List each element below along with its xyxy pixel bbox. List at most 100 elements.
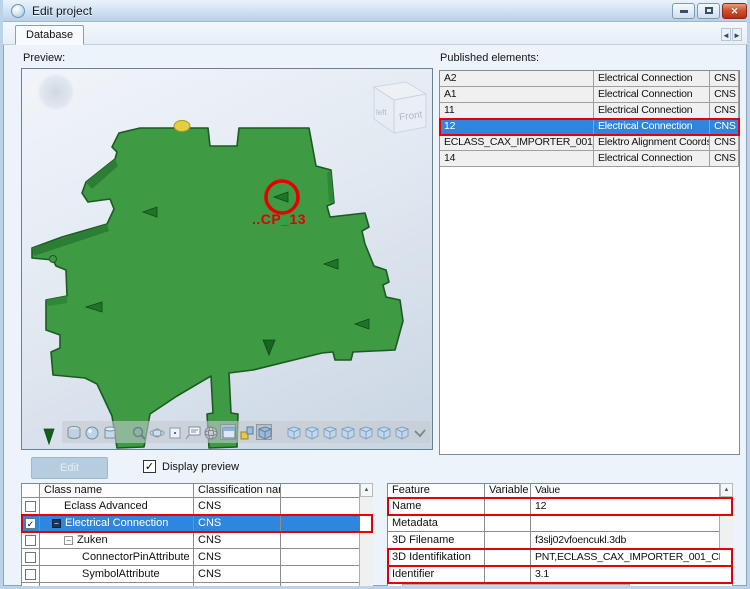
published-row[interactable]: ECLASS_CAX_IMPORTER_001_CP_0Elektro Alig… bbox=[440, 135, 739, 151]
class-name-label: Zuken bbox=[77, 534, 108, 546]
cell-class-name: SymbolAttribute bbox=[40, 566, 194, 583]
row-checkbox[interactable] bbox=[25, 500, 36, 512]
annotation-cp-label: ..CP_13 bbox=[252, 211, 307, 227]
mesh-sphere-icon[interactable] bbox=[202, 424, 218, 440]
maximize-button[interactable] bbox=[697, 3, 720, 19]
scroll-up-icon[interactable]: ▲ bbox=[720, 483, 733, 497]
app-icon bbox=[11, 4, 25, 18]
cell-classification-name: CNS bbox=[194, 566, 281, 583]
cell-extra bbox=[281, 566, 360, 583]
header-cell: Value bbox=[531, 484, 720, 498]
cell-classification: CNS bbox=[710, 135, 739, 151]
view-cube-1-icon[interactable] bbox=[285, 424, 301, 440]
cell-type: Electrical Connection bbox=[593, 71, 711, 87]
scroll-up-icon[interactable]: ▲ bbox=[360, 483, 373, 497]
header-cell: Variable bbox=[485, 484, 531, 498]
class-row[interactable]: SymbolAttribute CNS bbox=[22, 566, 372, 583]
cube-left-label: left bbox=[376, 108, 387, 117]
class-row[interactable]: − Zuken CNS bbox=[22, 532, 372, 549]
cell-classification-name: CNS bbox=[194, 583, 281, 586]
yellow-marker bbox=[173, 120, 191, 132]
cell-type: Electrical Connection bbox=[593, 103, 711, 119]
published-row[interactable]: 12 Electrical Connection CNS bbox=[439, 118, 740, 136]
cell-name: 14 bbox=[440, 151, 594, 167]
cell-variable bbox=[485, 532, 531, 549]
cylinder-icon[interactable] bbox=[65, 424, 81, 440]
cell-value bbox=[531, 515, 720, 532]
tree-expand-icon[interactable]: − bbox=[52, 518, 61, 528]
feature-row[interactable]: Metadata bbox=[388, 515, 732, 532]
spin-center-icon bbox=[38, 74, 74, 110]
published-row[interactable]: 14 Electrical Connection CNS bbox=[440, 151, 739, 167]
cell-type: Electrical Connection bbox=[593, 87, 711, 103]
class-table-scrollbar[interactable]: ▲ bbox=[359, 483, 373, 586]
class-row[interactable]: Eclass Advanced CNS bbox=[22, 498, 372, 515]
view-cube-5-icon[interactable] bbox=[357, 424, 373, 440]
cell-name: 12 bbox=[440, 119, 594, 135]
cell-checkbox bbox=[22, 549, 40, 566]
cell-variable bbox=[485, 498, 531, 515]
class-row[interactable]: SymbolPinAttribute CNS bbox=[22, 583, 372, 586]
material-icon[interactable] bbox=[238, 424, 254, 440]
header-cell bbox=[281, 484, 360, 498]
feature-row[interactable]: Name 12 bbox=[387, 497, 733, 516]
header-cell: Feature bbox=[388, 484, 485, 498]
tab-scroll-right-icon[interactable]: ► bbox=[732, 28, 742, 41]
tree-expand-icon[interactable]: − bbox=[64, 535, 73, 545]
row-checkbox[interactable] bbox=[25, 585, 36, 586]
row-checkbox[interactable] bbox=[25, 551, 36, 563]
note-icon[interactable] bbox=[184, 424, 201, 440]
published-table: A2 Electrical Connection CNS A1 Electrical C… bbox=[439, 70, 740, 455]
class-row[interactable]: ✓ − Electrical Connection CNS bbox=[21, 514, 373, 533]
chevron-icon[interactable] bbox=[411, 424, 427, 440]
published-elements-label: Published elements: bbox=[440, 52, 540, 64]
view-cube-6-icon[interactable] bbox=[375, 424, 391, 440]
display-preview-label: Display preview bbox=[162, 460, 240, 473]
cell-name: ECLASS_CAX_IMPORTER_001_CP_0 bbox=[440, 135, 594, 151]
tab-bar: Database ◄ ► bbox=[3, 22, 747, 45]
header-cell: Class name bbox=[40, 484, 194, 498]
horizontal-scrollbar[interactable] bbox=[402, 584, 630, 586]
orbit-icon[interactable] bbox=[148, 424, 165, 440]
published-row[interactable]: A2 Electrical Connection CNS bbox=[440, 71, 739, 87]
cell-classification: CNS bbox=[710, 71, 739, 87]
tab-scroll-left-icon[interactable]: ◄ bbox=[721, 28, 731, 41]
edit-button[interactable]: Edit bbox=[31, 457, 108, 479]
feature-row[interactable]: 3D Identifikation PNT,ECLASS_CAX_IMPORTER… bbox=[387, 548, 733, 567]
close-button[interactable]: ✕ bbox=[722, 3, 747, 19]
cell-variable bbox=[485, 566, 531, 583]
bucket-icon[interactable] bbox=[101, 424, 117, 440]
cell-classification: CNS bbox=[710, 119, 739, 135]
view-cube-4-icon[interactable] bbox=[339, 424, 355, 440]
display-preview-row: ✓ Display preview bbox=[143, 460, 239, 473]
preview-3d-viewport[interactable]: left Front bbox=[21, 68, 433, 450]
minimize-button[interactable] bbox=[672, 3, 695, 19]
cell-extra bbox=[281, 498, 360, 515]
view-cube-7-icon[interactable] bbox=[393, 424, 409, 440]
zoom-icon[interactable] bbox=[130, 424, 146, 440]
tab-database[interactable]: Database bbox=[15, 25, 85, 45]
published-row[interactable]: A1 Electrical Connection CNS bbox=[440, 87, 739, 103]
tree-sphere-icon[interactable] bbox=[83, 424, 99, 440]
row-checkbox[interactable] bbox=[25, 534, 36, 546]
cell-classification: CNS bbox=[710, 103, 739, 119]
view-cube-2-icon[interactable] bbox=[303, 424, 319, 440]
row-checkbox[interactable] bbox=[25, 568, 36, 580]
header-cell: Classification name bbox=[194, 484, 281, 498]
feature-row[interactable]: Identifier 3.1 bbox=[387, 565, 733, 584]
published-row[interactable]: 11 Electrical Connection CNS bbox=[440, 103, 739, 119]
display-preview-checkbox[interactable]: ✓ bbox=[143, 460, 156, 473]
view-cube-3-icon[interactable] bbox=[321, 424, 337, 440]
window-icon[interactable] bbox=[220, 424, 236, 440]
row-checkbox[interactable]: ✓ bbox=[25, 517, 36, 529]
title-bar: Edit project ✕ bbox=[3, 0, 747, 22]
cube-shaded-icon[interactable] bbox=[256, 424, 272, 440]
toolbar-gap bbox=[274, 432, 283, 433]
cell-class-name: ConnectorPinAttribute bbox=[40, 549, 194, 566]
feature-table: Feature Variable Value Name 12 Metadata 3D Fil… bbox=[387, 483, 733, 586]
class-row[interactable]: ConnectorPinAttribute CNS bbox=[22, 549, 372, 566]
maximize-icon bbox=[704, 7, 713, 14]
part-3d-scene: left Front bbox=[31, 81, 428, 449]
feature-row[interactable]: 3D Filename f3slj02vfoencukl.3db bbox=[388, 532, 732, 549]
center-icon[interactable] bbox=[166, 424, 182, 440]
